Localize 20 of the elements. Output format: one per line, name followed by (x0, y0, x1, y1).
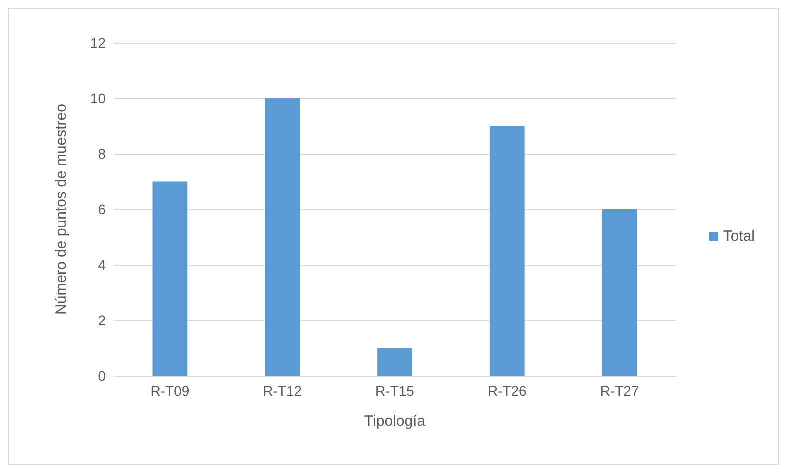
bar (490, 126, 525, 376)
y-tick-label: 10 (90, 90, 106, 106)
legend-label: Total (723, 228, 756, 245)
x-tick-label: R-T09 (150, 383, 190, 399)
x-tick-label: R-T27 (600, 383, 640, 399)
bar (378, 348, 412, 376)
x-tick-label: R-T26 (488, 383, 528, 399)
x-axis-title: Tipología (364, 413, 426, 430)
x-tick-label: R-T12 (263, 383, 302, 399)
y-tick-label: 0 (98, 368, 106, 384)
y-tick-label: 12 (90, 35, 106, 51)
bar (265, 98, 300, 376)
y-tick-label: 6 (98, 202, 106, 218)
y-tick-label: 8 (98, 146, 106, 162)
bar (602, 210, 638, 376)
y-tick-label: 4 (98, 257, 106, 273)
y-axis-title: Número de puntos de muestreo (53, 104, 70, 315)
y-tick-label: 2 (98, 312, 106, 328)
bar (152, 182, 188, 376)
x-tick-label: R-T15 (376, 383, 415, 399)
